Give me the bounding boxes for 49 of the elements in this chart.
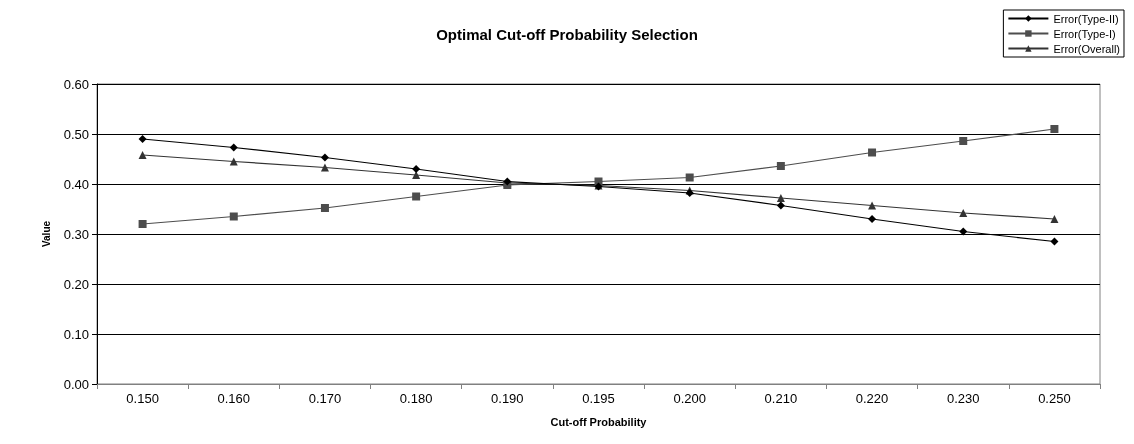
x-tick-label: 0.180 (399, 391, 433, 406)
x-tick-label: 0.170 (308, 391, 342, 406)
x-tick-label: 0.250 (1038, 391, 1071, 406)
point (138, 220, 147, 228)
y-tick-label: 0.10 (63, 326, 89, 342)
point (412, 171, 421, 179)
point (685, 173, 694, 182)
point (138, 135, 147, 143)
point (1050, 215, 1059, 223)
point (320, 153, 329, 162)
point (412, 165, 421, 173)
point (959, 209, 968, 217)
x-tick-label: 0.190 (491, 391, 524, 406)
point (1050, 125, 1059, 133)
x-tick-label: 0.195 (582, 391, 615, 406)
point (868, 215, 877, 223)
point (776, 162, 785, 170)
x-tick-label: 0.210 (764, 391, 798, 406)
x-tick-label: 0.230 (946, 391, 980, 406)
x-tick-label: 0.220 (855, 391, 889, 406)
x-tick-label: 0.200 (673, 391, 706, 406)
y-tick-label: 0.20 (63, 276, 89, 292)
point (229, 143, 238, 152)
y-tick-label: 0.00 (63, 376, 89, 392)
point (868, 148, 877, 157)
legend-label: Error(Overall) (1053, 42, 1121, 55)
point (868, 201, 877, 210)
y-axis-title: Value (40, 220, 52, 248)
point (320, 204, 329, 212)
x-tick-label: 0.160 (217, 391, 251, 406)
point (959, 227, 968, 236)
y-tick-label: 0.40 (63, 176, 89, 192)
y-tick-label: 0.50 (63, 126, 89, 142)
point (138, 151, 147, 159)
point (959, 137, 968, 145)
y-tick-label: 0.30 (63, 226, 89, 242)
chart-title: Optimal Cut-off Probability Selection (436, 26, 698, 43)
point (229, 212, 238, 221)
legend-label: Error(Type-II) (1053, 12, 1119, 25)
x-axis-title: Cut-off Probability (550, 415, 648, 428)
point (776, 201, 785, 210)
point (1050, 237, 1059, 246)
point (320, 163, 329, 172)
legend-label: Error(Type-I) (1053, 27, 1116, 40)
point (776, 194, 785, 202)
y-tick-label: 0.60 (63, 76, 89, 92)
x-tick-label: 0.150 (126, 391, 159, 406)
point (412, 192, 421, 201)
point (229, 157, 238, 166)
